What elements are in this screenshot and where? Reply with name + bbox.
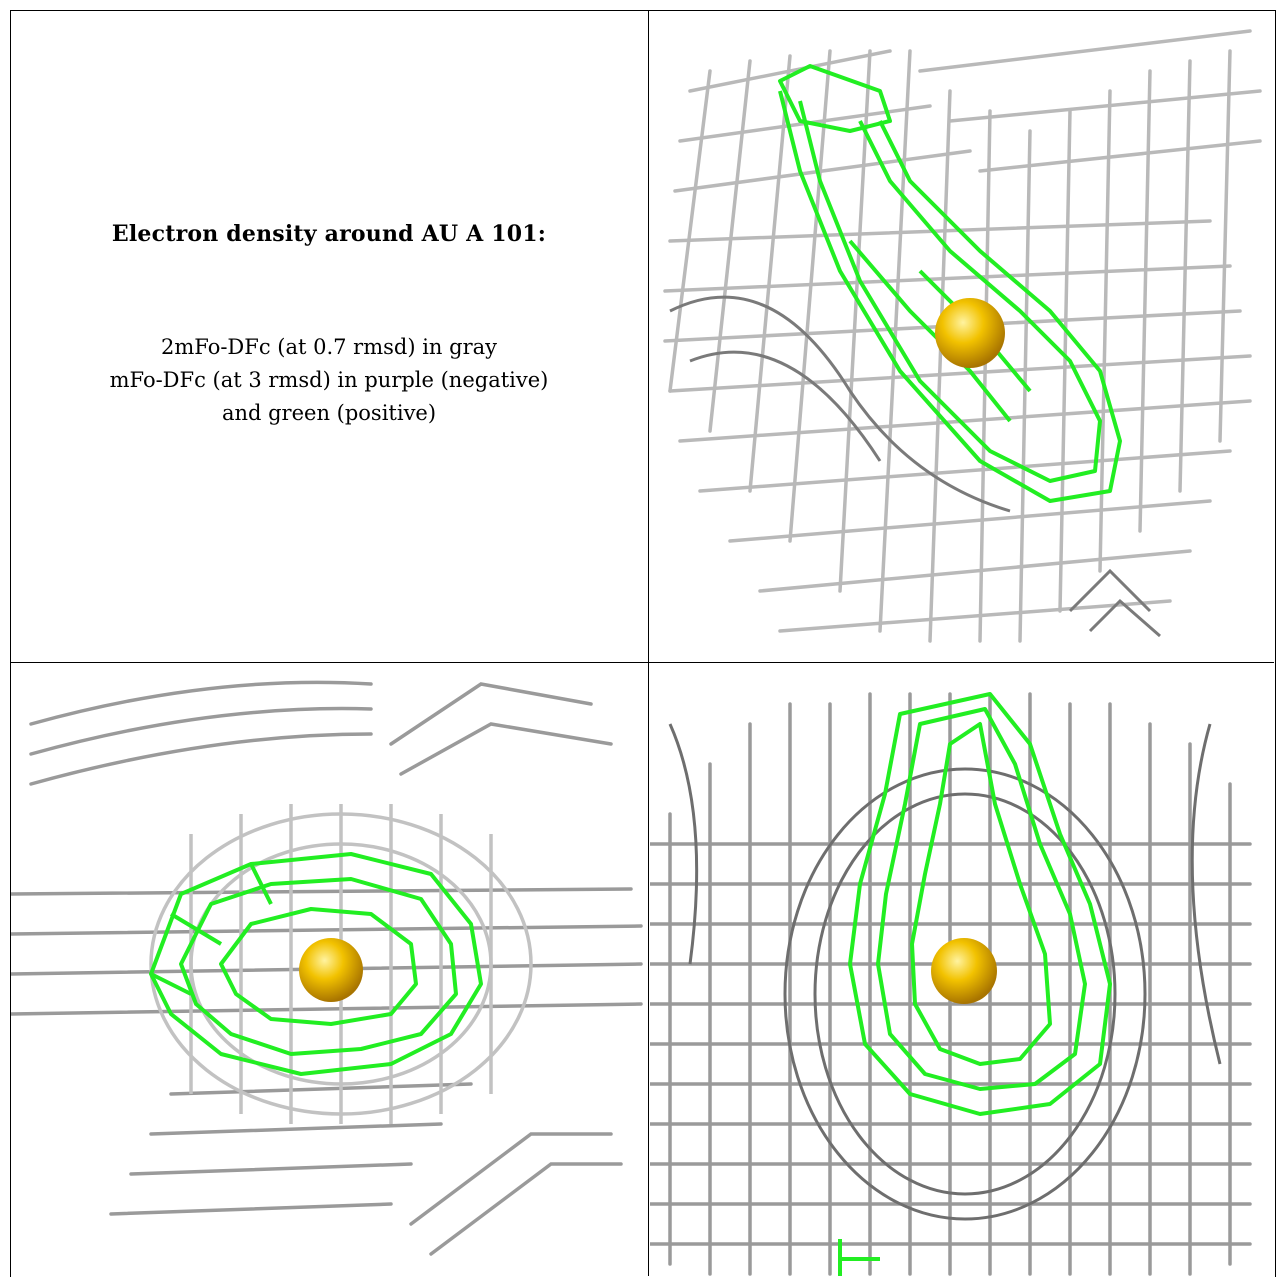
gray-mesh-1 bbox=[663, 29, 1262, 643]
density-view-2-image bbox=[11, 680, 643, 1256]
vertical-divider bbox=[648, 10, 649, 1276]
gold-atom-1 bbox=[935, 298, 1005, 368]
gray-mesh-2 bbox=[11, 680, 643, 1256]
density-view-3-image bbox=[650, 692, 1252, 1276]
dark-contours-3 bbox=[668, 723, 1222, 1221]
density-view-2 bbox=[11, 664, 647, 1276]
density-view-1-image bbox=[663, 29, 1262, 643]
green-density-2 bbox=[149, 852, 483, 1076]
horizontal-divider bbox=[10, 662, 1274, 663]
density-view-1 bbox=[650, 11, 1274, 662]
description-cell: Electron density around AU A 101: 2mFo-D… bbox=[11, 11, 647, 662]
legend-2fofc: 2mFo-DFc (at 0.7 rmsd) in gray bbox=[161, 335, 497, 359]
legend-fofc: mFo-DFc (at 3 rmsd) in purple (negative) bbox=[109, 368, 549, 392]
figure-title: Electron density around AU A 101: bbox=[111, 221, 547, 247]
gold-atom-3 bbox=[931, 938, 997, 1004]
density-view-3 bbox=[650, 664, 1274, 1276]
legend-fofc-positive: and green (positive) bbox=[221, 401, 437, 425]
map-legend: 2mFo-DFc (at 0.7 rmsd) in gray mFo-DFc (… bbox=[11, 331, 647, 430]
gold-atom-2 bbox=[299, 938, 363, 1002]
dark-mesh-1 bbox=[669, 295, 1161, 638]
green-density-3 bbox=[838, 692, 1112, 1276]
